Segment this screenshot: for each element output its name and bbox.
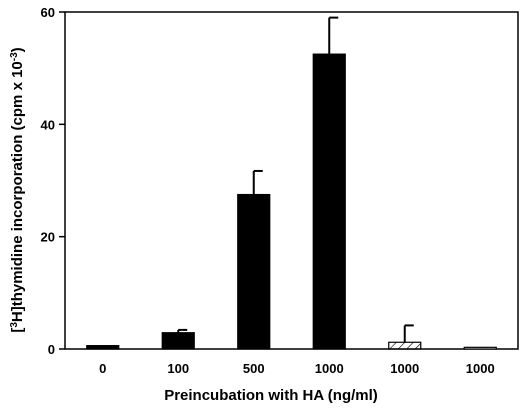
y-tick-label: 0 — [48, 342, 55, 357]
x-tick-label: 100 — [167, 361, 189, 376]
bar — [388, 341, 422, 350]
x-axis-label: Preincubation with HA (ng/ml) — [164, 387, 378, 404]
y-axis-label-suffix: ) — [9, 47, 26, 52]
bar — [237, 193, 271, 350]
bar — [86, 345, 120, 350]
x-tick-label: 0 — [99, 361, 106, 376]
x-tick-label: 1000 — [390, 361, 419, 376]
x-tick-label: 500 — [243, 361, 265, 376]
bar — [463, 346, 497, 350]
y-axis-label-prefix: [ — [9, 328, 26, 333]
bar — [161, 332, 195, 350]
y-axis-label-sup1: 3 — [9, 322, 20, 328]
y-tick-label: 20 — [41, 230, 55, 245]
y-tick-label: 60 — [41, 5, 55, 20]
y-axis-label: [3H]thymidine incorporation (cpm x 10-3) — [9, 47, 27, 332]
y-axis-label-sup2: -3 — [9, 52, 20, 61]
plot-frame — [64, 11, 519, 350]
bar — [312, 53, 346, 350]
x-tick-label: 1000 — [315, 361, 344, 376]
y-tick-label: 40 — [41, 117, 55, 132]
y-axis-label-middle: H]thymidine incorporation (cpm x 10 — [9, 61, 26, 322]
x-tick-label: 1000 — [466, 361, 495, 376]
plot-area: 0 20 40 60 0 100 500 1000 1000 1000 — [41, 5, 519, 376]
